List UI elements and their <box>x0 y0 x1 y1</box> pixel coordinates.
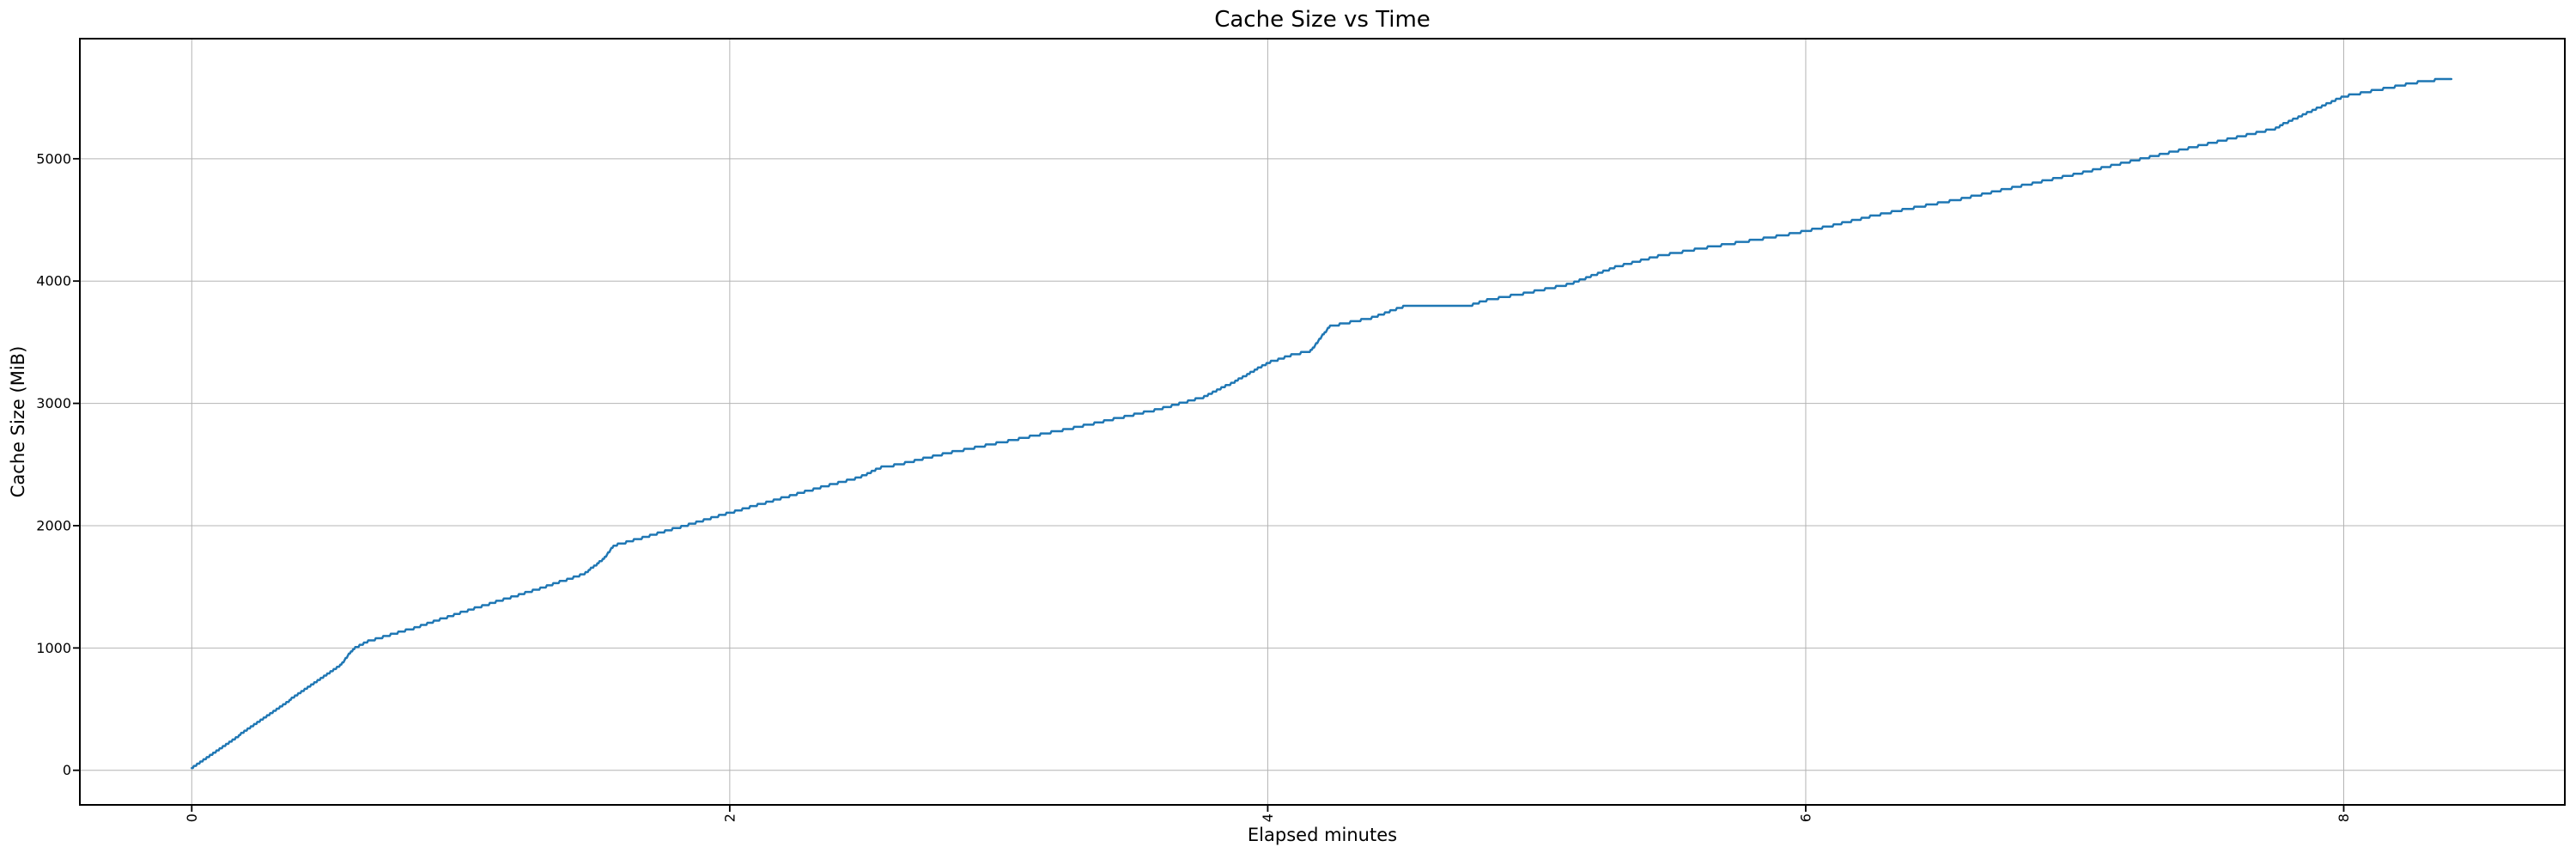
y-tick-label-3000: 3000 <box>36 395 71 411</box>
x-tick-label-6: 6 <box>1797 813 1814 822</box>
y-tick-label-0: 0 <box>63 762 71 778</box>
y-tick-label-4000: 4000 <box>36 273 71 289</box>
y-axis-label: Cache Size (MiB) <box>8 346 28 498</box>
y-tick-label-2000: 2000 <box>36 517 71 533</box>
x-tick-label-2: 2 <box>721 813 738 822</box>
cache-size-line <box>191 77 2453 770</box>
x-tick-label-0: 0 <box>184 813 200 822</box>
y-tick-label-1000: 1000 <box>36 640 71 656</box>
x-tick-label-8: 8 <box>2336 813 2352 822</box>
plot-border <box>79 38 2566 806</box>
x-axis-label: Elapsed minutes <box>1248 825 1397 845</box>
y-tick-label-5000: 5000 <box>36 150 71 167</box>
chart-title: Cache Size vs Time <box>1214 7 1431 33</box>
x-tick-label-4: 4 <box>1260 813 1276 822</box>
